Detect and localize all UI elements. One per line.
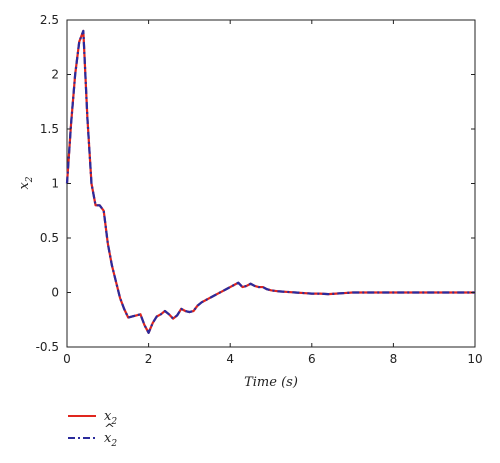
- y-axis-label-base: x: [17, 182, 32, 190]
- legend-label-x2-hat-mark: ^: [104, 422, 115, 437]
- x-tick-label: 2: [145, 352, 153, 366]
- legend-label-x2-base: x: [104, 409, 112, 424]
- series-layer: [65, 29, 475, 334]
- x-tick-label: 10: [467, 352, 482, 366]
- y-tick-label: 2: [51, 68, 59, 82]
- y-tick-label: 2.5: [40, 13, 59, 27]
- y-tick-label: 0.5: [40, 231, 59, 245]
- legend-label-x2-sub: 2: [110, 417, 117, 427]
- y-tick-label: 1: [51, 177, 59, 191]
- y-tick-label: 0: [51, 286, 59, 300]
- series-line-x2-hat: [65, 29, 475, 334]
- x-tick-label: 6: [308, 352, 316, 366]
- y-axis-label-sub: 2: [25, 176, 35, 183]
- y-tick-label: 1.5: [40, 122, 59, 136]
- x-tick-label: 0: [63, 352, 71, 366]
- x-axis-label: Time (s): [244, 375, 298, 390]
- plot-frame: [66, 19, 476, 348]
- x-tick-label: 8: [390, 352, 398, 366]
- y-axis-label: x2: [17, 176, 35, 189]
- y-tick-label: -0.5: [36, 340, 59, 354]
- legend-label-x2-hat-sub: 2: [110, 439, 117, 449]
- legend: x2 ^ x2: [68, 409, 117, 449]
- ticks-layer: 0 2 4 6 8 10 -0.5 0 0.5 1 1.5 2 2.5: [36, 13, 483, 366]
- legend-label-x2-hat-base: x: [104, 431, 112, 446]
- legend-label-x2-hat: x2: [104, 431, 117, 449]
- legend-label-x2: x2: [104, 409, 117, 427]
- x-tick-label: 4: [226, 352, 234, 366]
